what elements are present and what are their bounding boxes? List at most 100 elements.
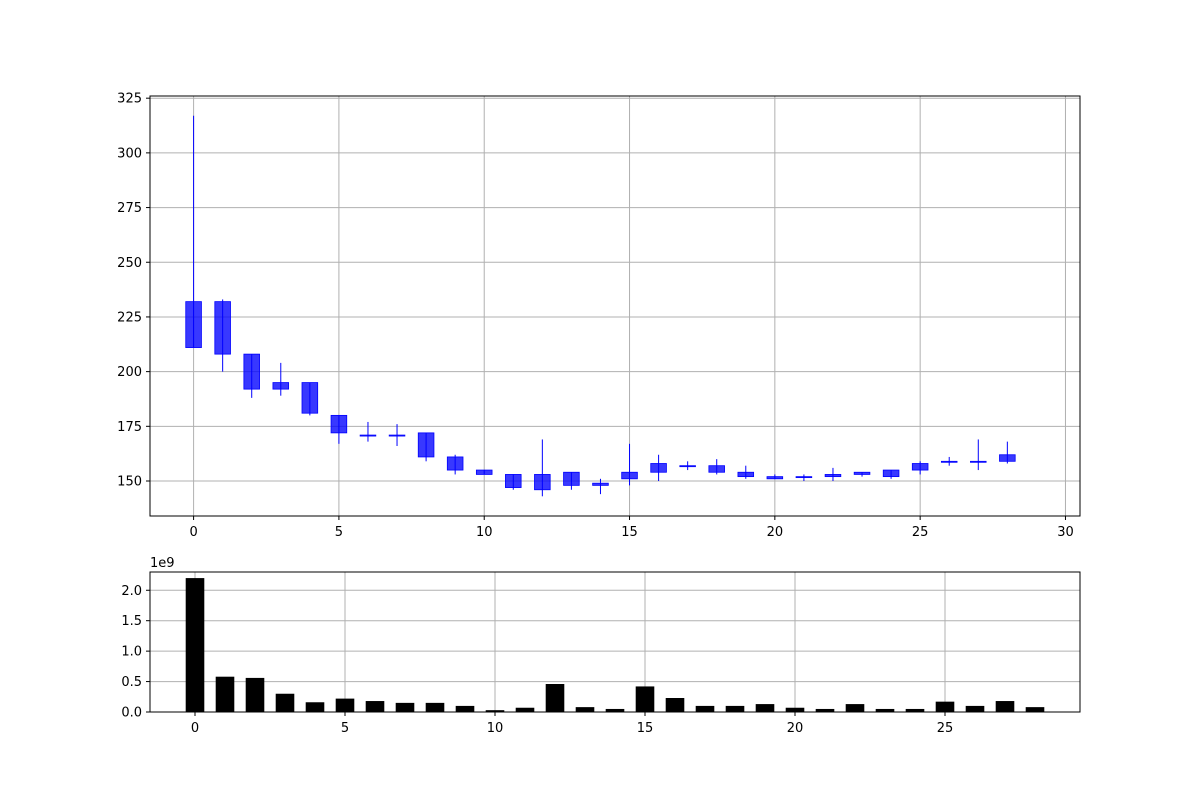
candle-body: [330, 414, 348, 434]
candle-body: [388, 434, 406, 437]
candle-body: [824, 474, 842, 478]
volume-bar: [215, 676, 235, 712]
candle-body: [359, 434, 377, 437]
candle-body: [243, 353, 260, 390]
candle: [824, 467, 842, 481]
candle-body: [970, 460, 987, 463]
candlestick-y-tick-label: 225: [117, 310, 142, 325]
candle-body: [475, 469, 493, 475]
volume-bar: [665, 698, 685, 712]
candlestick-ticks: 0 5 10 15 20 25 30 150 175 200 225 250 275 300 325: [117, 92, 1074, 540]
candlestick-y-tick-label: 250: [117, 256, 142, 271]
candle-body: [621, 471, 638, 480]
candlestick-y-tick-label: 175: [117, 420, 142, 435]
volume-panel: 0 5 10 15 20 25 0.0 0.5 1.0 1.5 2.0 1e9: [121, 556, 1081, 736]
candlestick-y-tick-label: 200: [117, 365, 142, 380]
volume-bar: [875, 708, 895, 712]
volume-bar: [305, 702, 325, 712]
candlestick-x-tick-label: 20: [767, 525, 784, 540]
volume-x-tick-label: 20: [787, 721, 804, 736]
candle: [185, 115, 202, 348]
candlestick-panel: 0 5 10 15 20 25 30 150 175 200 225 250 275 300 325: [117, 92, 1081, 540]
candle: [243, 353, 260, 398]
candlestick-x-tick-label: 10: [476, 525, 493, 540]
volume-bar: [935, 701, 955, 712]
volume-y-tick-label: 1.0: [121, 645, 142, 660]
candle-body: [853, 471, 871, 475]
volume-bar: [365, 701, 385, 712]
candle: [621, 443, 638, 486]
volume-bar: [545, 684, 565, 712]
candlestick-y-tick-label: 300: [117, 146, 142, 161]
candlestick-x-tick-label: 25: [912, 525, 929, 540]
volume-bar: [395, 702, 415, 712]
volume-bar: [425, 702, 445, 712]
volume-bar: [185, 578, 205, 712]
candle-body: [185, 301, 202, 348]
volume-bar: [605, 708, 625, 712]
candle: [330, 414, 348, 444]
volume-x-tick-label: 0: [191, 721, 199, 736]
candle-body: [940, 460, 958, 463]
candle-body: [766, 476, 784, 480]
candle-body: [679, 465, 696, 468]
volume-bar: [575, 707, 595, 712]
volume-x-tick-label: 15: [637, 721, 654, 736]
volume-x-tick-label: 5: [341, 721, 349, 736]
candle-body: [737, 471, 755, 478]
volume-bar: [455, 705, 475, 712]
volume-bar: [845, 704, 865, 712]
volume-bar: [485, 710, 505, 712]
candle: [475, 469, 493, 475]
candle-body: [214, 301, 231, 355]
candle: [737, 465, 755, 479]
volume-y-tick-label: 0.5: [121, 675, 142, 690]
candlestick-x-tick-label: 5: [335, 525, 343, 540]
candle: [272, 362, 290, 396]
candle: [214, 299, 231, 372]
volume-y-tick-label: 2.0: [121, 584, 142, 599]
candle: [708, 459, 725, 475]
candlestick-y-tick-label: 325: [117, 92, 142, 107]
volume-bar: [695, 705, 715, 712]
candle: [999, 441, 1016, 464]
candle-body: [505, 474, 522, 488]
candle: [505, 474, 522, 490]
candlestick-series: [185, 115, 1016, 497]
candle: [417, 432, 435, 462]
candle-body: [911, 463, 929, 471]
candle: [853, 471, 871, 477]
candle: [911, 461, 929, 475]
candlestick-x-tick-label: 30: [1057, 525, 1074, 540]
candle: [592, 478, 609, 495]
candlestick-grid: [150, 96, 1080, 516]
volume-axes-frame: [149, 571, 1081, 713]
candle: [446, 454, 464, 475]
volume-bar: [335, 698, 355, 712]
candle-body: [650, 463, 667, 473]
candle-body: [708, 465, 725, 473]
candle: [650, 454, 667, 481]
candle: [970, 439, 987, 471]
candle: [301, 382, 319, 416]
candle-body: [563, 471, 580, 486]
volume-x-tick-label: 10: [487, 721, 504, 736]
volume-bar: [785, 707, 805, 712]
candle: [563, 471, 580, 490]
volume-bar: [755, 704, 775, 712]
candlestick-y-tick-label: 150: [117, 475, 142, 490]
candle: [795, 474, 813, 481]
volume-bar: [515, 707, 535, 712]
candlestick-x-tick-label: 15: [621, 525, 638, 540]
candle: [534, 439, 551, 497]
candle-body: [795, 476, 813, 479]
volume-bar: [725, 705, 745, 712]
volume-bars: [185, 578, 1045, 712]
candle-body: [592, 482, 609, 486]
volume-bar: [815, 708, 835, 712]
volume-bar: [635, 686, 655, 712]
candle-body: [446, 456, 464, 471]
candlestick-axes-frame: [149, 95, 1081, 517]
candle-body: [272, 382, 290, 390]
